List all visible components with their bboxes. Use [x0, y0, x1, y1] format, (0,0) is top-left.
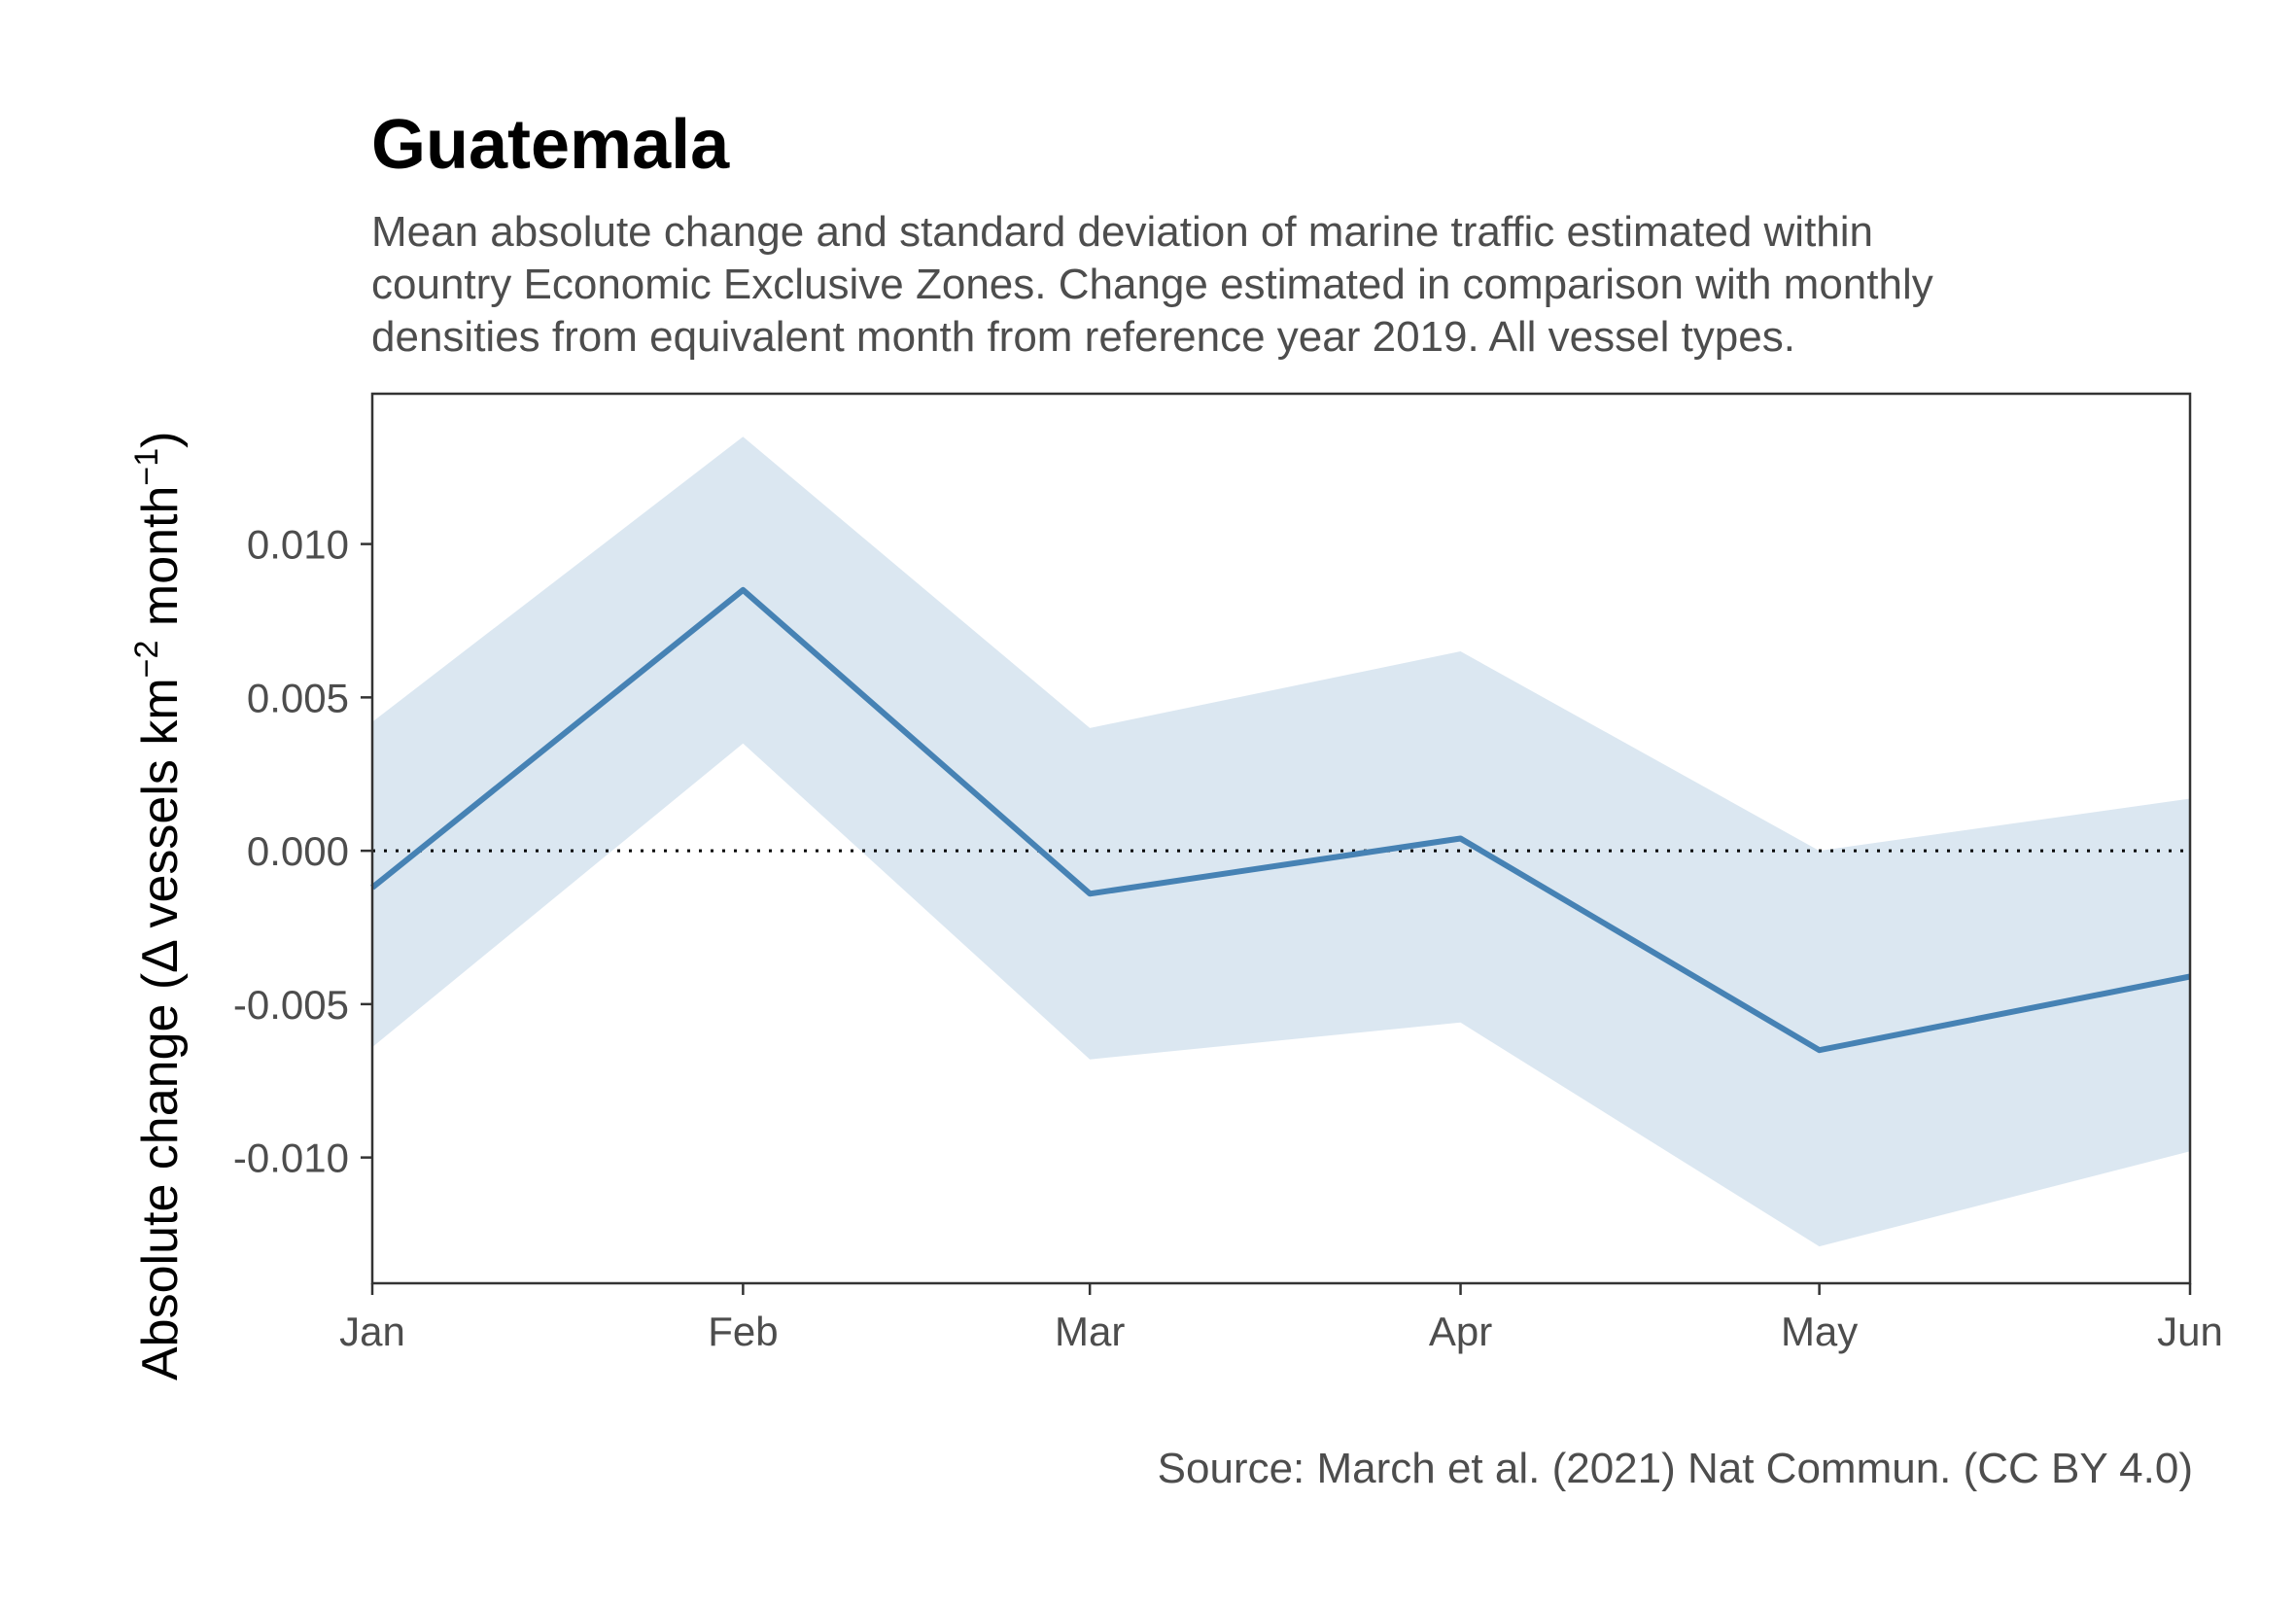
y-tick-label: 0.000	[247, 828, 349, 874]
subtitle-line-2: country Economic Exclusive Zones. Change…	[371, 261, 1933, 308]
panel-border	[370, 392, 2192, 1285]
sd-ribbon	[372, 437, 2190, 1247]
ylabel-prefix: Absolute change (	[132, 972, 189, 1380]
y-tick-label: -0.005	[233, 982, 349, 1028]
ylabel-month: month	[132, 486, 189, 641]
y-tick-label: 0.010	[247, 522, 349, 568]
ylabel-suffix: )	[132, 431, 189, 447]
y-axis-label: Absolute change (Δ vessels km−2 month−1)	[128, 431, 189, 1380]
chart-caption: Source: March et al. (2021) Nat Commun. …	[1157, 1445, 2193, 1492]
x-tick-label: Apr	[1429, 1309, 1492, 1354]
ylabel-vessels: vessels km	[132, 678, 189, 942]
y-tick-label: -0.010	[233, 1135, 349, 1181]
chart-subtitle: Mean absolute change and standard deviat…	[371, 206, 2218, 364]
ylabel-exponent-2: −1	[128, 448, 165, 486]
ylabel-delta: Δ	[132, 940, 189, 973]
subtitle-line-3: densities from equivalent month from ref…	[371, 313, 1795, 361]
x-tick-label: May	[1781, 1309, 1858, 1354]
x-tick-label: Mar	[1055, 1309, 1125, 1354]
chart-title: Guatemala	[371, 106, 730, 184]
y-axis: 0.010 0.005 0.000 -0.005 -0.010	[233, 522, 372, 1181]
subtitle-line-1: Mean absolute change and standard deviat…	[371, 208, 1874, 256]
ylabel-exponent-1: −2	[128, 641, 165, 679]
x-axis: Jan Feb Mar Apr May Jun	[339, 1283, 2223, 1354]
x-tick-label: Jun	[2157, 1309, 2223, 1354]
mean-change-line	[370, 586, 2191, 1054]
x-tick-label: Feb	[708, 1309, 778, 1354]
x-tick-label: Jan	[339, 1309, 405, 1354]
y-tick-label: 0.005	[247, 675, 349, 720]
